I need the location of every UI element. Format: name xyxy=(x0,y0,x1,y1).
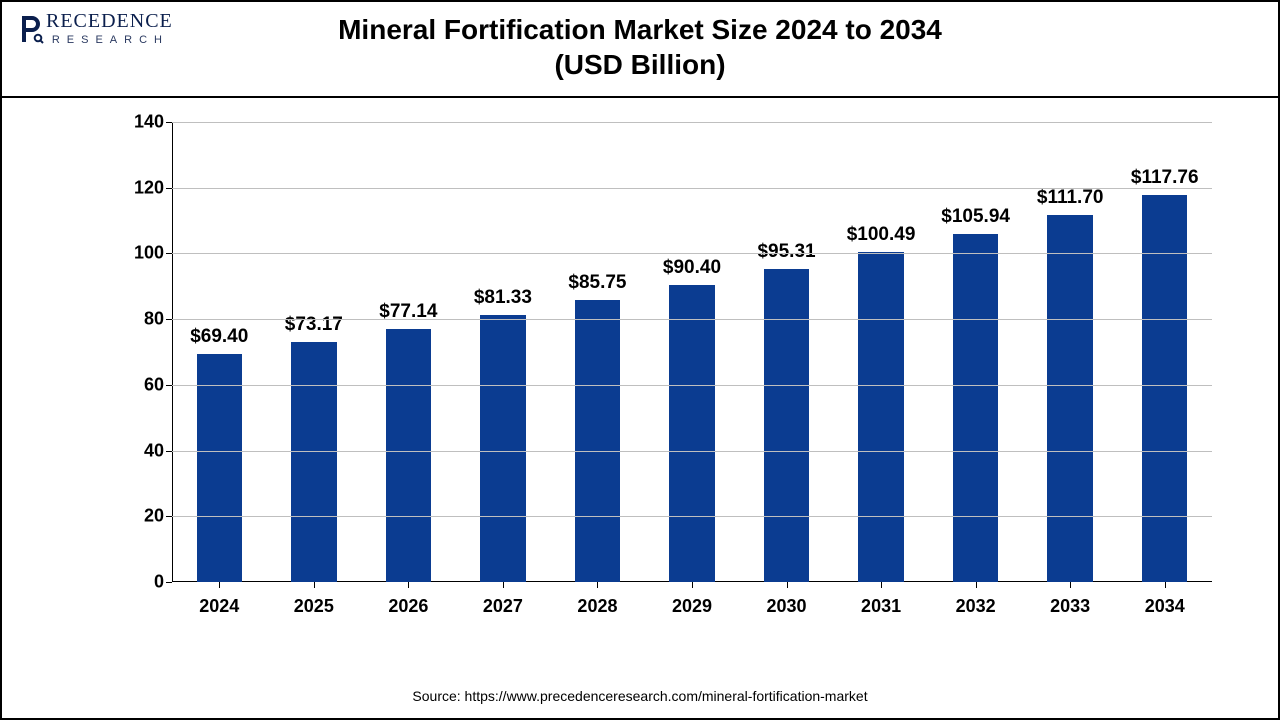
x-tick-mark xyxy=(1070,582,1071,588)
x-tick-mark xyxy=(314,582,315,588)
x-tick-mark xyxy=(503,582,504,588)
bar-value-label: $85.75 xyxy=(568,272,626,294)
title-line-2: (USD Billion) xyxy=(554,49,725,80)
logo-brand-top: RECEDENCE xyxy=(46,10,173,32)
grid-line xyxy=(172,188,1212,189)
y-tick-label: 80 xyxy=(114,309,164,330)
x-tick-label: 2028 xyxy=(577,596,617,617)
x-tick-mark xyxy=(787,582,788,588)
grid-line xyxy=(172,253,1212,254)
x-tick-label: 2032 xyxy=(956,596,996,617)
x-tick-mark xyxy=(692,582,693,588)
grid-line xyxy=(172,451,1212,452)
y-tick-mark xyxy=(166,516,172,517)
bar-value-label: $95.31 xyxy=(757,241,815,263)
logo-mark-icon xyxy=(18,14,44,44)
source-citation: Source: https://www.precedenceresearch.c… xyxy=(2,688,1278,704)
x-tick-mark xyxy=(597,582,598,588)
x-tick-mark xyxy=(976,582,977,588)
x-tick-mark xyxy=(408,582,409,588)
title-line-1: Mineral Fortification Market Size 2024 t… xyxy=(338,14,942,45)
x-tick-mark xyxy=(219,582,220,588)
bar: $90.40 xyxy=(669,285,714,582)
x-tick-mark xyxy=(881,582,882,588)
x-tick-label: 2027 xyxy=(483,596,523,617)
chart-title: Mineral Fortification Market Size 2024 t… xyxy=(2,12,1278,82)
grid-line xyxy=(172,319,1212,320)
x-tick-label: 2029 xyxy=(672,596,712,617)
y-tick-label: 0 xyxy=(114,572,164,593)
bar-value-label: $73.17 xyxy=(285,314,343,336)
grid-line xyxy=(172,385,1212,386)
grid-line xyxy=(172,122,1212,123)
logo-brand-sub: RESEARCH xyxy=(48,34,173,46)
bar-value-label: $81.33 xyxy=(474,287,532,309)
grid-line xyxy=(172,516,1212,517)
bar: $105.94 xyxy=(953,234,998,582)
bar-value-label: $100.49 xyxy=(847,224,916,246)
y-tick-mark xyxy=(166,122,172,123)
bar-value-label: $90.40 xyxy=(663,257,721,279)
bar-value-label: $69.40 xyxy=(190,326,248,348)
y-tick-label: 140 xyxy=(114,112,164,133)
y-tick-label: 20 xyxy=(114,506,164,527)
plot-area: $69.40 $73.17 $77.14 $81.33 $85.75 $90.40 $95.… xyxy=(172,122,1212,582)
x-tick-label: 2034 xyxy=(1145,596,1185,617)
x-tick-label: 2030 xyxy=(767,596,807,617)
chart-area: $69.40 $73.17 $77.14 $81.33 $85.75 $90.40 $95.… xyxy=(112,102,1222,642)
x-tick-label: 2024 xyxy=(199,596,239,617)
chart-container: RECEDENCE RESEARCH Mineral Fortification… xyxy=(0,0,1280,720)
x-tick-label: 2033 xyxy=(1050,596,1090,617)
x-tick-label: 2025 xyxy=(294,596,334,617)
y-tick-mark xyxy=(166,188,172,189)
title-band: RECEDENCE RESEARCH Mineral Fortification… xyxy=(2,2,1278,98)
bar: $111.70 xyxy=(1047,215,1092,582)
bar: $85.75 xyxy=(575,300,620,582)
bar: $69.40 xyxy=(197,354,242,582)
bar: $77.14 xyxy=(386,329,431,582)
bar: $95.31 xyxy=(764,269,809,582)
y-tick-mark xyxy=(166,582,172,583)
y-tick-mark xyxy=(166,451,172,452)
y-tick-mark xyxy=(166,253,172,254)
y-tick-mark xyxy=(166,319,172,320)
y-tick-label: 60 xyxy=(114,374,164,395)
y-tick-label: 40 xyxy=(114,440,164,461)
y-tick-label: 120 xyxy=(114,177,164,198)
logo-text: RECEDENCE RESEARCH xyxy=(46,12,173,46)
x-tick-mark xyxy=(1165,582,1166,588)
bar: $73.17 xyxy=(291,342,336,582)
brand-logo: RECEDENCE RESEARCH xyxy=(18,12,173,46)
y-tick-mark xyxy=(166,385,172,386)
bar-value-label: $105.94 xyxy=(941,206,1010,228)
bars-group: $69.40 $73.17 $77.14 $81.33 $85.75 $90.40 $95.… xyxy=(172,122,1212,582)
bar: $81.33 xyxy=(480,315,525,582)
bar-value-label: $117.76 xyxy=(1131,167,1199,189)
y-tick-label: 100 xyxy=(114,243,164,264)
bar-value-label: $111.70 xyxy=(1037,187,1104,209)
x-tick-label: 2026 xyxy=(388,596,428,617)
x-tick-label: 2031 xyxy=(861,596,901,617)
bar: $100.49 xyxy=(858,252,903,582)
